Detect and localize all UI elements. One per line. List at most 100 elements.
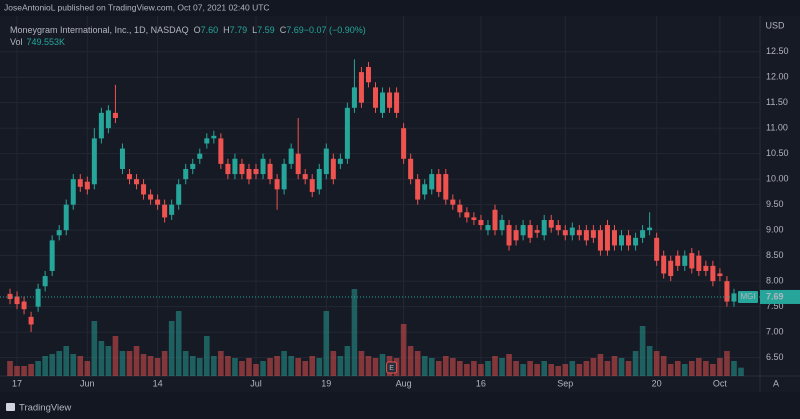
candle-body [668, 260, 674, 277]
volume-bar [372, 358, 379, 376]
volume-bar [618, 358, 625, 376]
volume-bar [379, 354, 386, 376]
volume-bar [189, 356, 196, 376]
candle-body [478, 219, 484, 226]
legend-key: O [194, 25, 201, 35]
symbol-label: MGI [740, 292, 755, 301]
candle-body [365, 66, 371, 83]
candle-body [84, 181, 90, 190]
candle-body [162, 204, 168, 218]
candle-body [401, 128, 407, 159]
candle-body [70, 179, 76, 205]
volume-bar [646, 346, 653, 376]
candle-body [590, 230, 596, 238]
candle-body [337, 158, 343, 164]
candle-body [520, 225, 526, 236]
volume-bar [274, 356, 280, 376]
y-tick-label: 11.50 [766, 97, 788, 107]
volume-bar [632, 351, 639, 376]
brand-logo [6, 403, 15, 411]
candle-body [408, 158, 414, 180]
candle-body [633, 237, 639, 246]
volume-bar [260, 361, 266, 376]
y-tick-label: 11.00 [766, 123, 788, 133]
candle-body [696, 255, 702, 271]
volume-bar [14, 366, 20, 376]
candle-body [457, 204, 463, 213]
x-tick-label: Oct [713, 378, 728, 388]
candle-body [14, 296, 20, 305]
volume-bar [569, 361, 576, 376]
candle-body [155, 199, 161, 205]
candle-body [169, 204, 175, 215]
volume-bar [407, 346, 414, 376]
earnings-badge [386, 361, 398, 374]
volume-bar [42, 356, 48, 376]
candle-body [611, 230, 617, 246]
volume-bar [225, 356, 231, 376]
symbol-title: Moneygram International, Inc., 1D, NASDA… [10, 25, 189, 35]
candle-body [63, 204, 69, 231]
candle-body [323, 148, 329, 175]
volume-bar [196, 358, 203, 376]
volume-bar [168, 321, 175, 376]
y-tick-label: 7.00 [766, 327, 784, 337]
volume-bar [667, 364, 674, 376]
candle-body [619, 235, 625, 246]
candle-body [148, 194, 154, 200]
volume-bar [267, 358, 273, 376]
x-tick-label: 14 [153, 378, 163, 388]
volume-bar [696, 358, 702, 376]
candle-body [527, 225, 533, 238]
candle-body [555, 225, 561, 231]
candle-body [394, 92, 400, 113]
candle-body [218, 138, 224, 164]
x-tick-label: Jun [80, 378, 95, 388]
candle-body [351, 87, 357, 108]
volume-bar [288, 356, 294, 376]
legend-key: L [252, 25, 257, 35]
legend-value: −0.07 (−0.90%) [304, 25, 366, 35]
y-tick-label: 7.50 [766, 301, 784, 311]
volume-bar [63, 346, 70, 376]
volume-bar [35, 361, 41, 376]
candle-body [288, 148, 294, 164]
candle-body [436, 174, 442, 192]
volume-bar [49, 354, 55, 376]
volume-bar [295, 358, 301, 376]
volume-bar [703, 361, 709, 376]
volume-bar [576, 364, 583, 376]
volume-bar [211, 356, 217, 376]
volume-bar [717, 358, 723, 376]
candle-body [281, 163, 287, 190]
candle-body [534, 230, 540, 233]
candle-body [330, 158, 336, 180]
volume-bar [590, 358, 597, 376]
volume-bar [105, 346, 112, 376]
volume-bar [161, 351, 168, 376]
candle-body [358, 72, 364, 103]
volume-bar [84, 361, 91, 376]
x-tick-label: Jul [250, 378, 262, 388]
label-layer: 6.50 7.00 7.50 8.00 8.50 9.00 9.50 10.00 10.50 11… [0, 46, 800, 388]
candle-body [105, 110, 111, 129]
volume-bar [541, 361, 547, 376]
volume-bar [175, 311, 182, 376]
volume-bar [478, 364, 484, 376]
volume-bar [492, 356, 498, 376]
volume-bar [485, 361, 491, 376]
candle-body [464, 212, 470, 218]
volume-bar [182, 351, 189, 376]
candle-body [141, 184, 147, 195]
volume-header: Vol 749.553K [10, 37, 65, 47]
legend-value: 7.79 [230, 25, 248, 35]
candle-body [183, 168, 189, 180]
candle-body [77, 179, 83, 187]
volume-bar [527, 361, 533, 376]
volume-bar [674, 361, 681, 376]
volume-bar [583, 361, 590, 376]
y-tick-label: 12.00 [766, 72, 789, 82]
volume-bar [28, 364, 34, 376]
candle-body [485, 225, 491, 231]
price-axis [760, 16, 800, 392]
